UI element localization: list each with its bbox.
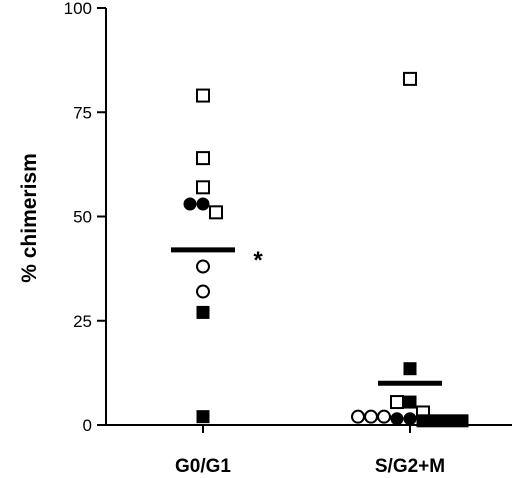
data-point-filled-square [455,414,469,428]
data-point-filled-circle [196,197,210,211]
data-point-filled-square [403,395,417,409]
y-tick-label: 50 [73,208,92,227]
data-point-open-square [196,88,210,103]
data-point-open-square [403,71,417,86]
y-tick-label: 100 [64,0,92,18]
significance-annotation: * [253,247,263,274]
y-tick-label: 75 [73,103,92,122]
data-point-filled-square [403,362,417,376]
data-point-filled-square [442,414,456,428]
data-point-open-circle [196,259,210,274]
data-point-open-square [196,151,210,166]
data-point-filled-square [196,305,210,319]
data-point-open-square [390,395,404,410]
data-point-open-square [196,180,210,195]
data-point-open-circle [364,409,378,424]
data-point-filled-circle [390,412,404,426]
y-tick-label: 0 [83,416,92,435]
y-tick-label: 25 [73,312,92,331]
data-point-filled-square [196,410,210,424]
data-point-open-circle [351,409,365,424]
data-point-filled-square [429,414,443,428]
data-point-filled-circle [403,412,417,426]
data-marks: * [171,71,469,428]
x-category-label: S/G2+M [375,456,445,477]
x-ticks: G0/G1 S/G2+M [175,425,445,477]
y-axis-label: % chimerism [18,153,41,283]
data-point-open-square [209,205,223,220]
y-ticks: 0 25 50 75 100 [64,0,106,435]
data-point-filled-circle [183,197,197,211]
data-point-open-circle [196,284,210,299]
data-point-filled-square [416,414,430,428]
data-point-open-circle [377,409,391,424]
x-category-label: G0/G1 [175,456,231,477]
axes [105,8,512,426]
